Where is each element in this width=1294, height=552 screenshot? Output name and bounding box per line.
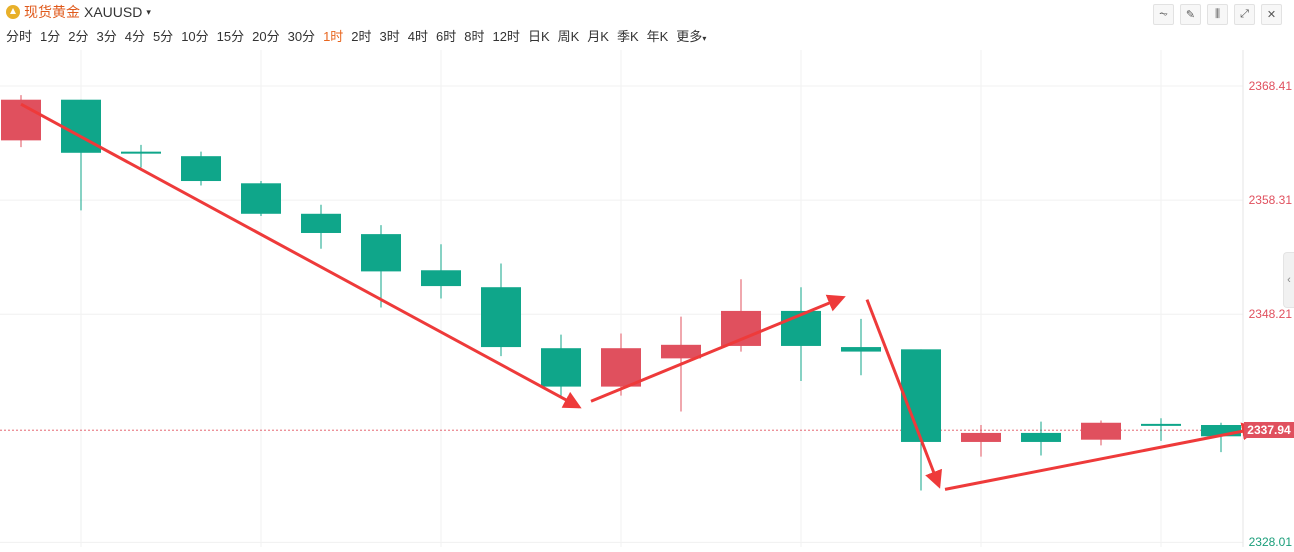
candle-body [1,99,41,141]
period-tab[interactable]: 1分 [40,26,65,45]
candle-body [121,151,161,154]
candle-body [1141,423,1181,426]
candle-body [961,432,1001,442]
candle-body [781,310,821,346]
side-panel-toggle[interactable]: ‹ [1283,252,1294,308]
candle-body [481,287,521,348]
period-tab[interactable]: 更多▾ [676,26,711,45]
period-tab-label: 3时 [379,29,400,44]
period-tab-label: 年K [646,29,669,44]
trend-arrow [20,102,582,409]
period-tab[interactable]: 3时 [380,26,405,45]
chevron-down-icon: ▾ [146,6,151,17]
symbol-selector[interactable]: 现货黄金 XAUUSD ▾ [6,2,151,22]
candle-body [361,234,401,272]
period-tab[interactable]: 6时 [436,26,461,45]
current-price-tag: 2337.94 [1244,422,1294,439]
period-tab[interactable]: 1时 [323,26,348,45]
period-tab[interactable]: 30分 [288,26,320,45]
expand-icon: ⤢ [1240,8,1249,20]
candle-body [181,156,221,182]
price-axis-label: 2368.41 [1248,79,1292,94]
period-tab-label: 4时 [407,29,428,44]
candle-body [301,213,341,233]
draw-pencil-button[interactable]: ✎ [1180,4,1201,25]
candle-body [1021,432,1061,442]
trend-arrow [865,299,942,489]
period-tab[interactable]: 2分 [68,26,93,45]
period-selector: 分时 1分 2分 3分 4分 5分 10分 15分 20分 30分 1时 2时 3时 4时 6时 8时 12时日… [6,26,714,45]
trend-arrow [590,294,846,403]
candlestick-button[interactable]: ⫼ [1207,4,1228,25]
candle-body [661,344,701,359]
period-tab-label: 季K [616,29,639,44]
chart-canvas [0,50,1260,547]
period-tab-label: 15分 [216,29,245,44]
period-tab[interactable]: 周K [558,26,585,45]
period-tab-label: 2时 [351,29,372,44]
price-axis-label: 2348.21 [1248,307,1292,322]
expand-button[interactable]: ⤢ [1234,4,1255,25]
trend-arrow [944,422,1260,491]
candlestick-chart[interactable]: 2368.41 2358.31 2348.21 2328.01 2337.94 ‹ [0,50,1294,550]
line-chart-button[interactable]: ⏦ [1153,4,1174,25]
price-axis-label: 2328.01 [1248,535,1292,550]
period-tab-label: 6时 [436,29,457,44]
period-tab-label: 月K [587,29,609,44]
period-tab[interactable]: 月K [587,26,614,45]
period-tab-label: 20分 [252,29,280,44]
chart-toolbar: ⏦ ✎ ⫼ ⤢ ✕ [1153,4,1282,25]
period-tab[interactable]: 2时 [351,26,376,45]
period-tab[interactable]: 12时 [492,26,524,45]
period-tab[interactable]: 分时 [6,26,37,45]
period-tab[interactable]: 5分 [153,26,178,45]
period-tab-label: 分时 [6,29,33,44]
top-bar: 现货黄金 XAUUSD ▾ ⏦ ✎ ⫼ ⤢ ✕ [0,0,1294,25]
period-tab-label: 1分 [40,29,61,44]
period-tab-label: 1时 [323,29,344,44]
period-tab-label: 周K [557,29,580,44]
period-tab[interactable]: 15分 [217,26,249,45]
candle-body [901,349,941,442]
period-tab-label: 5分 [152,29,174,44]
period-tab-label: 4分 [124,29,145,44]
candle-body [601,348,641,387]
candle-body [841,347,881,352]
candlestick-icon: ⫼ [1214,8,1221,20]
period-tab[interactable]: 4分 [125,26,150,45]
candle-body [1201,425,1241,437]
gold-coin-icon [6,5,20,19]
candle-body [421,270,461,287]
candle-body [241,183,281,214]
chevron-down-icon: ▾ [702,34,707,43]
period-tab-label: 12时 [492,29,520,44]
period-tab-label: 10分 [181,29,209,44]
period-tab-label: 3分 [96,29,117,44]
price-axis-label: 2358.31 [1248,193,1292,208]
chevron-left-icon: ‹ [1287,274,1291,286]
period-tab[interactable]: 年K [647,26,674,45]
line-chart-icon: ⏦ [1159,8,1168,20]
symbol-name: 现货黄金 [24,4,80,20]
close-button[interactable]: ✕ [1261,4,1282,25]
candle-body [1081,422,1121,440]
period-tab[interactable]: 4时 [408,26,433,45]
draw-pencil-icon: ✎ [1185,9,1196,21]
candle-body [541,348,581,387]
period-tab[interactable]: 3分 [96,26,121,45]
period-tab[interactable]: 10分 [181,26,213,45]
period-tab-label: 2分 [68,29,89,44]
period-tab[interactable]: 日K [528,26,555,45]
close-icon: ✕ [1266,9,1277,21]
period-tab[interactable]: 8时 [464,26,489,45]
period-tab-label: 日K [527,29,550,44]
period-tab-label: 更多 [676,29,703,44]
period-tab[interactable]: 20分 [252,26,284,45]
period-tab-label: 8时 [464,29,485,44]
symbol-code: XAUUSD [84,4,143,20]
period-tab[interactable]: 季K [617,26,644,45]
period-tab-label: 30分 [287,29,316,44]
